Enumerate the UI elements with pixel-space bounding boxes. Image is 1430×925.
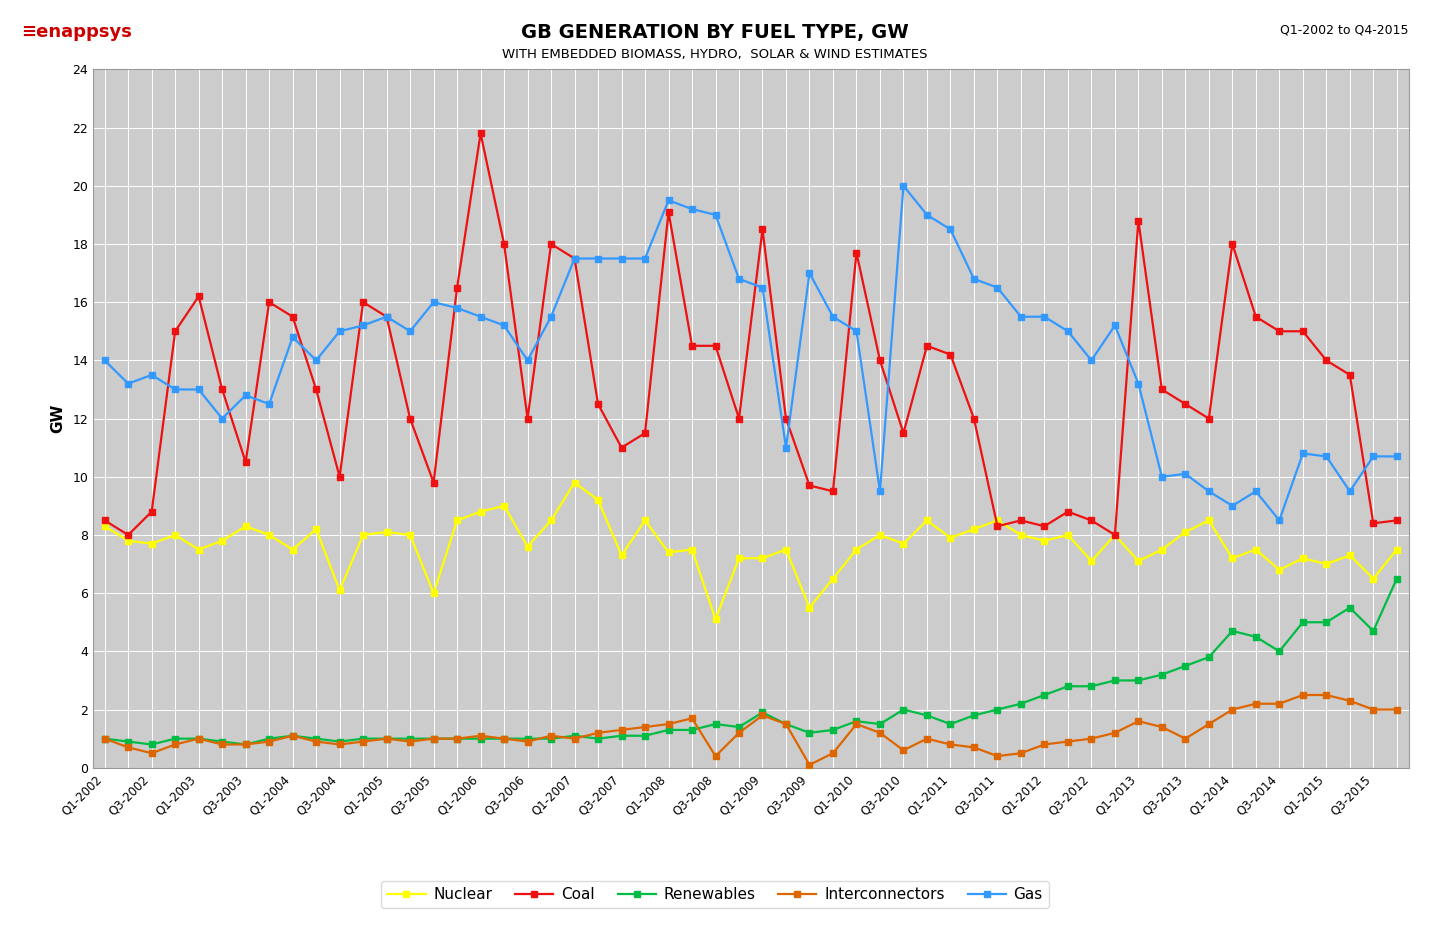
Renewables xyxy=(918,709,935,721)
Coal xyxy=(942,349,960,360)
Interconnectors xyxy=(801,759,818,771)
Gas xyxy=(918,209,935,220)
Renewables xyxy=(96,734,113,745)
Text: GB GENERATION BY FUEL TYPE, GW: GB GENERATION BY FUEL TYPE, GW xyxy=(521,23,909,43)
Coal xyxy=(1389,515,1406,526)
Nuclear xyxy=(706,614,724,625)
Nuclear xyxy=(990,515,1007,526)
Renewables xyxy=(589,734,606,745)
Gas xyxy=(824,311,841,322)
Gas xyxy=(965,274,982,285)
Text: ≡enappsys: ≡enappsys xyxy=(21,23,133,41)
Gas xyxy=(566,253,583,264)
Nuclear xyxy=(1389,544,1406,555)
Coal xyxy=(871,355,888,366)
Renewables xyxy=(965,709,982,721)
Interconnectors xyxy=(1107,727,1124,738)
Coal xyxy=(472,128,489,139)
Line: Renewables: Renewables xyxy=(102,576,1400,747)
Coal xyxy=(96,515,113,526)
Renewables xyxy=(1107,675,1124,686)
Gas xyxy=(1271,515,1288,526)
Nuclear xyxy=(942,532,960,543)
Gas xyxy=(1107,320,1124,331)
Nuclear xyxy=(120,536,137,547)
Coal xyxy=(1130,216,1147,227)
Text: WITH EMBEDDED BIOMASS, HYDRO,  SOLAR & WIND ESTIMATES: WITH EMBEDDED BIOMASS, HYDRO, SOLAR & WI… xyxy=(502,48,928,61)
Line: Coal: Coal xyxy=(102,130,1400,537)
Gas xyxy=(96,355,113,366)
Gas xyxy=(1389,450,1406,462)
Legend: Nuclear, Coal, Renewables, Interconnectors, Gas: Nuclear, Coal, Renewables, Interconnecto… xyxy=(382,881,1048,908)
Coal xyxy=(613,442,631,453)
Interconnectors xyxy=(1294,689,1311,700)
Coal xyxy=(120,529,137,540)
Renewables xyxy=(1389,574,1406,585)
Renewables xyxy=(848,716,865,727)
Renewables xyxy=(120,736,137,747)
Interconnectors xyxy=(120,742,137,753)
Line: Nuclear: Nuclear xyxy=(102,480,1400,623)
Renewables xyxy=(143,739,160,750)
Nuclear xyxy=(96,521,113,532)
Nuclear xyxy=(1130,556,1147,567)
Text: Q1-2002 to Q4-2015: Q1-2002 to Q4-2015 xyxy=(1280,23,1409,36)
Coal xyxy=(143,506,160,517)
Nuclear xyxy=(871,529,888,540)
Nuclear xyxy=(566,477,583,488)
Interconnectors xyxy=(1389,704,1406,715)
Interconnectors xyxy=(566,734,583,745)
Nuclear xyxy=(589,495,606,506)
Y-axis label: GW: GW xyxy=(50,404,66,433)
Gas xyxy=(895,180,912,191)
Gas xyxy=(120,378,137,389)
Interconnectors xyxy=(848,719,865,730)
Interconnectors xyxy=(965,742,982,753)
Interconnectors xyxy=(918,734,935,745)
Line: Gas: Gas xyxy=(102,183,1400,524)
Line: Interconnectors: Interconnectors xyxy=(102,692,1400,768)
Interconnectors xyxy=(96,734,113,745)
Coal xyxy=(990,521,1007,532)
